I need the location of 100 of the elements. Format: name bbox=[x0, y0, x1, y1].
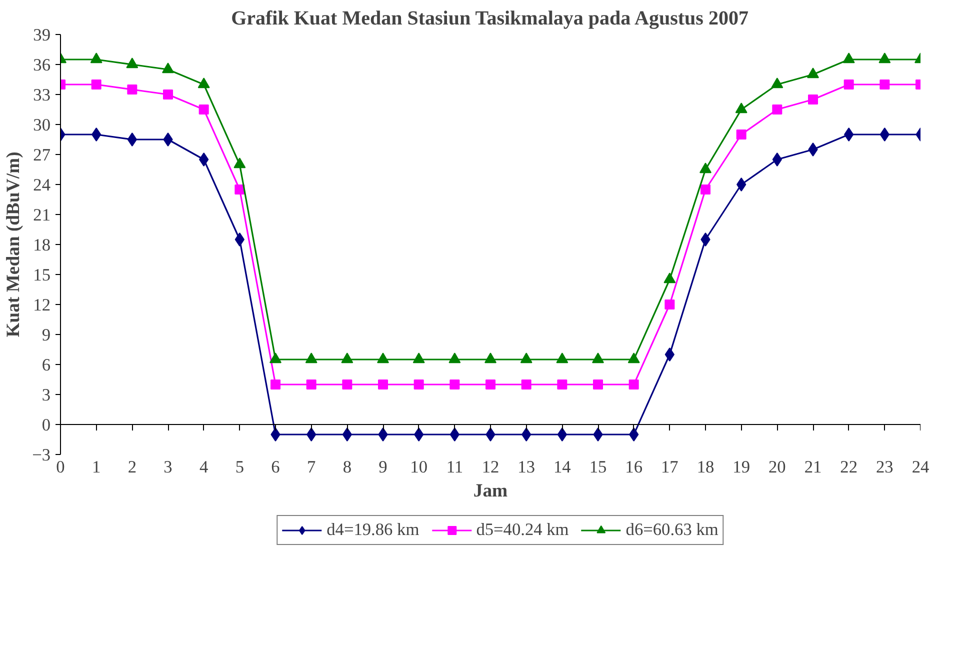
point bbox=[448, 352, 461, 364]
x-tick-label: 18 bbox=[696, 458, 714, 476]
point bbox=[520, 352, 532, 364]
point bbox=[163, 90, 173, 100]
point bbox=[342, 380, 352, 390]
point bbox=[808, 142, 818, 156]
point bbox=[306, 380, 316, 390]
point bbox=[163, 132, 173, 146]
point bbox=[878, 52, 891, 64]
y-tick-label: −3 bbox=[32, 446, 50, 464]
point bbox=[808, 94, 818, 104]
point bbox=[342, 428, 352, 442]
point bbox=[412, 352, 425, 364]
x-tick-label: 22 bbox=[840, 458, 858, 476]
point bbox=[486, 380, 496, 390]
point bbox=[844, 80, 854, 90]
point bbox=[270, 428, 280, 442]
point bbox=[628, 380, 639, 390]
point bbox=[341, 352, 354, 364]
x-tick-label: 21 bbox=[804, 458, 822, 476]
point bbox=[772, 152, 782, 166]
point bbox=[126, 58, 138, 68]
x-tick-label: 4 bbox=[200, 458, 208, 476]
legend-label: d6=60.63 km bbox=[626, 520, 718, 540]
point bbox=[486, 428, 496, 442]
point bbox=[557, 380, 568, 390]
y-tick-label: 9 bbox=[42, 326, 51, 344]
point bbox=[90, 52, 102, 64]
point bbox=[700, 162, 712, 174]
x-tick-label: 14 bbox=[554, 458, 572, 476]
point bbox=[91, 80, 102, 90]
point bbox=[592, 352, 604, 364]
point bbox=[414, 428, 424, 442]
x-tick-label: 0 bbox=[56, 458, 65, 476]
point bbox=[305, 352, 318, 364]
point bbox=[92, 128, 102, 142]
y-tick-label: 6 bbox=[42, 356, 51, 374]
y-tick-label: 36 bbox=[33, 56, 51, 74]
y-tick-label: 0 bbox=[42, 416, 51, 434]
point bbox=[628, 352, 640, 364]
y-tick-label: 3 bbox=[42, 386, 51, 404]
point bbox=[198, 104, 209, 114]
x-tick-label: 6 bbox=[271, 458, 280, 476]
y-tick-label: 18 bbox=[33, 236, 50, 254]
y-tick-label: 39 bbox=[33, 26, 50, 44]
y-tick-label: 30 bbox=[33, 116, 50, 134]
x-tick-label: 15 bbox=[589, 458, 607, 476]
point bbox=[556, 352, 568, 364]
point bbox=[270, 352, 282, 364]
x-tick-label: 8 bbox=[342, 458, 352, 476]
point bbox=[593, 428, 603, 442]
chart-title: Grafik Kuat Medan Stasiun Tasikmalaya pada Agustus 2007 bbox=[231, 8, 748, 30]
point bbox=[234, 158, 246, 168]
point bbox=[162, 62, 174, 74]
point bbox=[880, 128, 890, 142]
y-tick-label: 12 bbox=[33, 296, 50, 314]
y-tick-label: 21 bbox=[33, 206, 50, 224]
point bbox=[377, 352, 389, 364]
point bbox=[484, 352, 496, 364]
point bbox=[199, 152, 209, 166]
point bbox=[234, 184, 245, 194]
point bbox=[414, 380, 424, 390]
x-tick-label: 3 bbox=[164, 458, 172, 476]
x-tick-label: 24 bbox=[912, 458, 930, 476]
point bbox=[557, 428, 567, 442]
x-tick-label: 12 bbox=[482, 458, 500, 476]
point bbox=[735, 102, 748, 114]
point bbox=[664, 300, 675, 310]
point bbox=[664, 272, 676, 284]
point bbox=[306, 428, 316, 442]
point bbox=[736, 130, 746, 140]
point bbox=[842, 52, 855, 64]
x-tick-label: 10 bbox=[410, 458, 428, 476]
point bbox=[880, 80, 890, 90]
point bbox=[198, 78, 210, 88]
point bbox=[450, 380, 460, 390]
point bbox=[700, 232, 710, 246]
y-tick-label: 27 bbox=[33, 146, 51, 164]
point bbox=[378, 380, 388, 390]
point bbox=[593, 380, 603, 390]
x-tick-label: 1 bbox=[92, 458, 101, 476]
x-tick-label: 19 bbox=[732, 458, 750, 476]
point bbox=[736, 178, 746, 192]
x-tick-label: 7 bbox=[307, 458, 316, 476]
point bbox=[844, 128, 854, 142]
point bbox=[772, 104, 782, 114]
x-tick-label: 2 bbox=[128, 458, 137, 476]
point bbox=[521, 380, 532, 390]
x-tick-label: 17 bbox=[661, 458, 679, 476]
legend-label: d5=40.24 km bbox=[476, 520, 569, 540]
point bbox=[807, 68, 819, 78]
y-tick-label: 15 bbox=[33, 266, 50, 284]
x-tick-label: 5 bbox=[235, 458, 244, 476]
x-tick-label: 16 bbox=[625, 458, 643, 476]
point bbox=[378, 428, 388, 442]
point bbox=[629, 428, 639, 442]
y-axis-title: Kuat Medan (dBuV/m) bbox=[3, 152, 24, 338]
point bbox=[234, 232, 244, 246]
point bbox=[127, 132, 137, 146]
point bbox=[450, 428, 460, 442]
